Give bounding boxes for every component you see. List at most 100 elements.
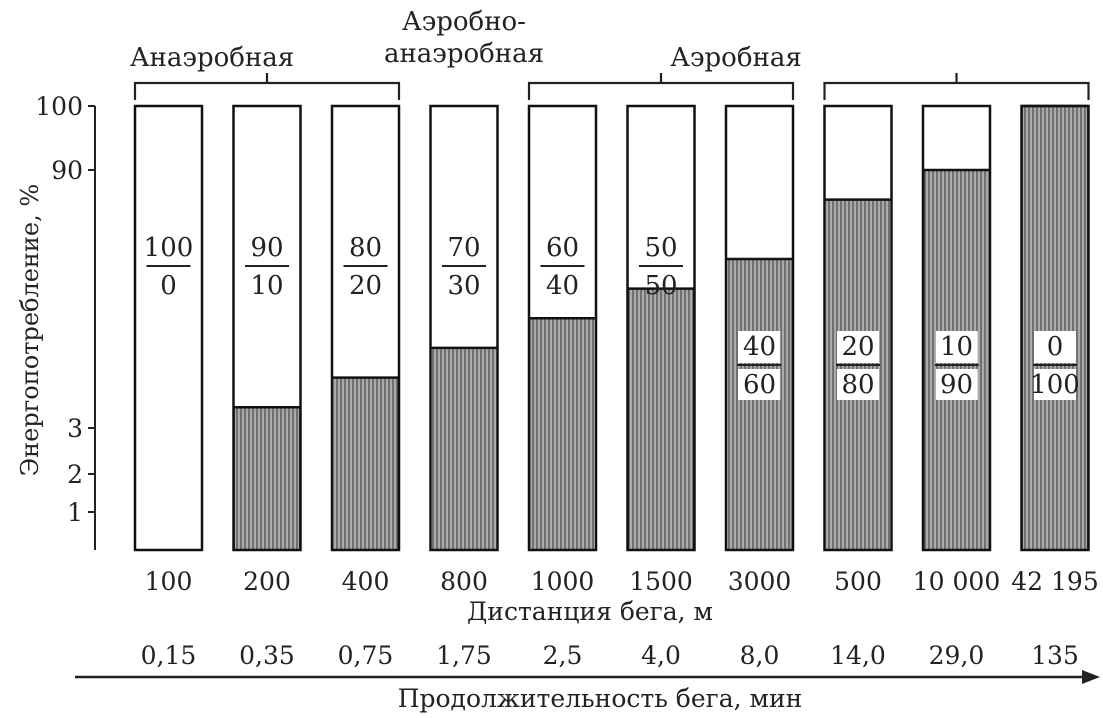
bar-outline (1020, 104, 1090, 552)
zone-label-line: анаэробная (384, 39, 544, 69)
fraction-denominator: 90 (940, 370, 973, 400)
y-tick-label: 3 (67, 414, 83, 443)
label-backdrop (837, 331, 879, 363)
arrow-head-icon (1082, 670, 1100, 684)
bar-anaerobic-segment (233, 106, 301, 408)
duration-label: 135 (1031, 641, 1079, 670)
bars (133, 104, 1090, 552)
bar-aerobic-segment (233, 407, 301, 550)
label-backdrop (738, 369, 781, 400)
fraction-denominator: 60 (743, 370, 776, 400)
fraction-denominator: 40 (546, 271, 579, 301)
bar-anaerobic-segment (529, 106, 596, 319)
y-tick-label: 1 (67, 498, 83, 527)
bar-anaerobic-segment (726, 106, 793, 259)
y-tick-label: 100 (35, 92, 83, 121)
x-category-labels: 100 200 400 800 1000 1500 3000 500 10 000 42 195 (145, 567, 1099, 596)
fraction-denominator: 50 (644, 271, 677, 301)
fraction-denominator: 10 (250, 271, 283, 301)
x-category-label: 800 (440, 567, 488, 596)
zone-bracket-line (133, 81, 401, 100)
bar-outline (626, 104, 696, 552)
duration-label: 14,0 (830, 641, 886, 670)
bar-anaerobic-segment (135, 106, 202, 550)
duration-label: 0,75 (338, 641, 394, 670)
fraction-denominator: 100 (1030, 370, 1080, 400)
x-category-label: 10 000 (913, 567, 1000, 596)
fraction-numerator: 90 (250, 233, 283, 263)
x-category-label: 500 (834, 567, 882, 596)
duration-axis-title: Продолжительность бега, мин (398, 684, 803, 713)
zone-bracket (823, 73, 1090, 100)
label-backdrop (935, 331, 978, 363)
bar-aerobic-segment (430, 347, 498, 550)
bar-aerobic-segment (726, 258, 793, 550)
fraction-numerator: 10 (940, 332, 973, 362)
fraction-numerator: 100 (144, 233, 194, 263)
fraction-numerator: 0 (1047, 332, 1064, 362)
fraction-label: 1000 (144, 233, 194, 301)
bar-anaerobic-segment (923, 106, 990, 170)
bar-outline (724, 104, 795, 552)
y-tick-label: 90 (51, 156, 83, 185)
fraction-numerator: 70 (447, 233, 480, 263)
fraction-denominator: 80 (841, 370, 874, 400)
bar-outline (330, 104, 401, 552)
bar-anaerobic-segment (824, 106, 892, 200)
zone-label: Анаэробная (130, 43, 294, 73)
bar-outline (429, 104, 499, 552)
bar-aerobic-segment (627, 288, 695, 550)
fraction-denominator: 20 (349, 271, 382, 301)
bar-outline (921, 104, 992, 552)
zone-bracket-line (527, 81, 795, 100)
duration-label: 4,0 (641, 641, 681, 670)
bar-outline (232, 104, 302, 552)
bar-anaerobic-segment (332, 106, 399, 378)
duration-label: 8,0 (740, 641, 780, 670)
zone-label: Аэробная (670, 43, 801, 73)
bar-outline (823, 104, 893, 552)
x-category-label: 3000 (728, 567, 792, 596)
duration-labels: 0,15 0,35 0,75 1,75 2,5 4,0 8,0 14,0 29,0 135 (141, 641, 1079, 670)
bar-outline (527, 104, 598, 552)
bar-aerobic-segment (1021, 106, 1089, 550)
duration-label: 1,75 (436, 641, 492, 670)
zone-brackets: Анаэробная Аэробная Аэробно-анаэробная (130, 7, 1090, 100)
x-axis-title: Дистанция бега, м (467, 597, 713, 626)
zone-label-aerobic-anaerobic: Аэробно-анаэробная (384, 7, 544, 69)
label-backdrop (837, 369, 879, 400)
label-backdrop (935, 369, 978, 400)
zone-label-line: Аэробно- (402, 7, 526, 37)
zone-bracket: Анаэробная (130, 43, 401, 100)
fraction-denominator: 0 (160, 271, 177, 301)
label-backdrop (1034, 331, 1076, 363)
bar-aerobic-segment (529, 318, 596, 550)
fraction-denominator: 30 (447, 271, 480, 301)
zone-bracket-line (823, 81, 1090, 100)
duration-arrow (75, 670, 1100, 684)
x-category-label: 42 195 (1011, 567, 1098, 596)
bar-anaerobic-segment (430, 106, 498, 348)
fraction-numerator: 20 (841, 332, 874, 362)
y-tick-label: 2 (67, 460, 83, 489)
duration-label: 2,5 (543, 641, 583, 670)
x-category-label: 1000 (531, 567, 595, 596)
fraction-numerator: 40 (743, 332, 776, 362)
label-backdrop (1034, 369, 1076, 400)
y-axis: 1 2 3 90 100 (35, 92, 96, 550)
bar-outline (133, 104, 204, 552)
fraction-numerator: 60 (546, 233, 579, 263)
y-axis-title: Энергопотребление, % (16, 184, 44, 476)
x-category-label: 1500 (629, 567, 693, 596)
